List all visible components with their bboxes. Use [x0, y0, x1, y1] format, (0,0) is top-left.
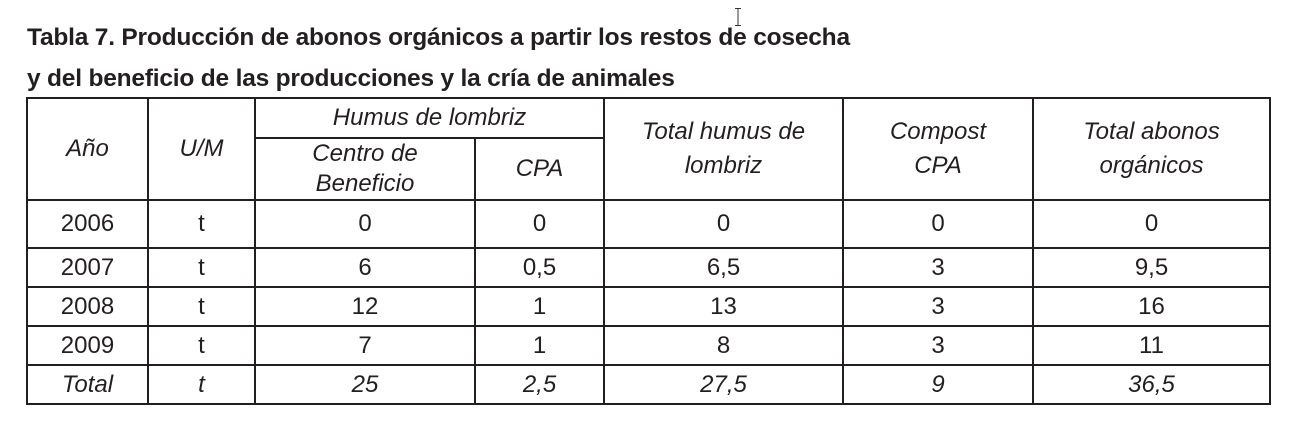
header-unit: U/M: [147, 97, 256, 201]
table-row: 2009 t 7 1 8 3 11: [26, 325, 1271, 366]
table-caption: Tabla 7. Producción de abonos orgánicos …: [27, 17, 850, 99]
header-centro-beneficio: Centro de Beneficio: [254, 137, 476, 201]
table-row: 2007 t 6 0,5 6,5 3 9,5: [26, 247, 1271, 288]
header-cpa: CPA: [474, 137, 605, 201]
production-table: Año U/M Humus de lombriz Total humus de …: [26, 97, 1271, 405]
caption-line-2: y del beneficio de las producciones y la…: [27, 65, 675, 92]
header-total-abonos: Total abonos orgánicos: [1032, 97, 1271, 201]
header-humus-group: Humus de lombriz: [254, 97, 605, 139]
table-row: 2008 t 12 1 13 3 16: [26, 286, 1271, 327]
caption-line-1: Tabla 7. Producción de abonos orgánicos …: [27, 24, 850, 51]
header-year: Año: [26, 97, 149, 201]
table-row-total: Total t 25 2,5 27,5 9 36,5: [26, 364, 1271, 405]
text-cursor-icon: [735, 8, 741, 26]
header-total-humus: Total humus de lombriz: [603, 97, 844, 201]
table-row: 2006 t 0 0 0 0 0: [26, 199, 1271, 249]
header-compost: Compost CPA: [842, 97, 1034, 201]
